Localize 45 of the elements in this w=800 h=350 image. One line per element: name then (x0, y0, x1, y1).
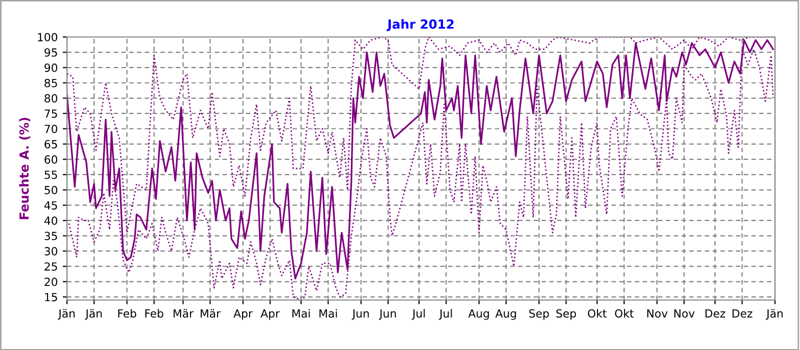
y-tick-label: 80 (44, 94, 58, 103)
y-tick-label: 70 (44, 124, 58, 134)
x-tick-label: Sep (529, 309, 549, 320)
x-tick-label: Okt (588, 309, 607, 318)
x-tick-label: Nov (674, 309, 695, 318)
y-tick-label: 60 (44, 155, 58, 164)
x-tick-label: Jul (438, 309, 452, 320)
chart-title: Jahr 2012 (386, 19, 454, 32)
x-tick-label: Okt (614, 309, 634, 318)
y-tick-label: 50 (44, 186, 58, 194)
x-tick-label: Nov (647, 309, 668, 318)
x-tick-label: Feb (118, 309, 136, 318)
y-tick-label: 20 (44, 278, 58, 286)
y-axis-title: Feuchte A. (%) (19, 118, 30, 220)
y-tick-label: 55 (44, 170, 57, 179)
x-tick-label: Aug (468, 309, 489, 320)
x-tick-label: Apr (234, 309, 253, 320)
x-tick-label: Jul (412, 309, 425, 320)
y-tick-label: 65 (44, 140, 57, 148)
y-tick-label: 25 (44, 262, 57, 271)
y-tick-label: 30 (44, 247, 58, 256)
y-tick-label: 85 (44, 78, 57, 88)
x-tick-label: Feb (145, 309, 164, 318)
x-tick-label: Jän (58, 309, 75, 320)
x-tick-label: Dez (706, 309, 726, 318)
x-tick-label: Mai (319, 309, 337, 318)
y-tick-label: 15 (45, 293, 57, 302)
y-tick-label: 75 (44, 110, 57, 118)
x-tick-label: Mär (200, 309, 221, 318)
x-tick-label: Jän (84, 309, 102, 320)
y-tick-label: 35 (44, 232, 57, 240)
x-tick-label: Sep (556, 309, 576, 320)
y-tick-label: 40 (44, 216, 58, 225)
x-tick-label: Jän (766, 309, 783, 320)
y-tick-label: 45 (44, 201, 57, 210)
x-tick-label: Dez (732, 309, 752, 318)
x-tick-label: Jun (352, 309, 369, 320)
x-tick-label: Jun (378, 309, 396, 320)
y-tick-label: 95 (44, 48, 57, 57)
y-tick-label: 90 (44, 64, 58, 72)
y-tick-label: 100 (38, 32, 58, 42)
x-tick-label: Aug (495, 309, 516, 320)
x-tick-label: Mär (174, 309, 194, 318)
x-tick-label: Apr (260, 309, 280, 320)
x-tick-label: Mai (292, 309, 310, 318)
